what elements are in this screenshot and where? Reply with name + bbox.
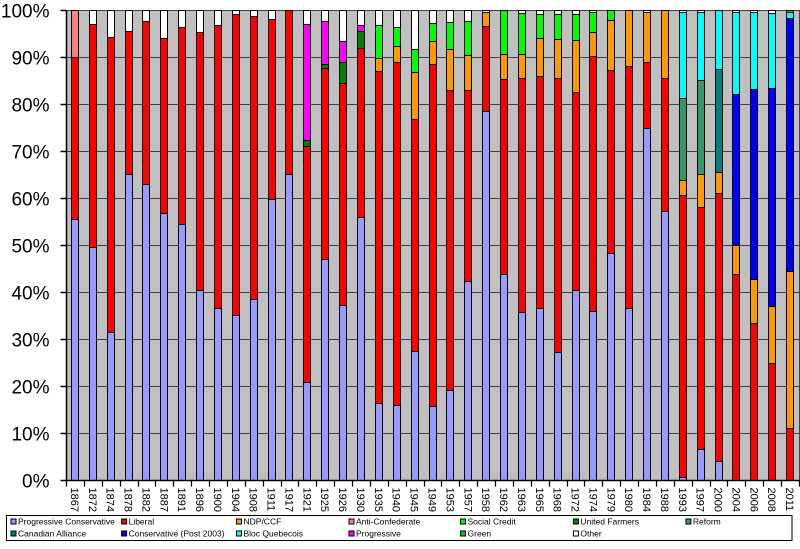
svg-text:20%: 20% (11, 377, 49, 398)
svg-text:1867: 1867 (68, 488, 80, 512)
svg-text:United Farmers: United Farmers (580, 517, 639, 527)
svg-text:Reform: Reform (693, 517, 721, 527)
svg-text:1887: 1887 (157, 488, 169, 512)
svg-text:1925: 1925 (318, 488, 330, 512)
svg-text:10%: 10% (11, 424, 49, 445)
svg-text:1908: 1908 (247, 488, 259, 512)
svg-text:Anti-Confederate: Anti-Confederate (356, 517, 421, 527)
svg-text:1984: 1984 (640, 488, 652, 512)
svg-text:1988: 1988 (658, 488, 670, 512)
svg-text:60%: 60% (11, 189, 49, 210)
svg-text:2008: 2008 (765, 488, 777, 512)
svg-text:1882: 1882 (139, 488, 151, 512)
svg-text:Social Credit: Social Credit (468, 517, 517, 527)
svg-text:90%: 90% (11, 48, 49, 69)
svg-text:Green: Green (468, 529, 492, 539)
svg-text:1900: 1900 (211, 488, 223, 512)
svg-text:1930: 1930 (354, 488, 366, 512)
svg-text:1917: 1917 (282, 488, 294, 512)
svg-text:1945: 1945 (408, 488, 420, 512)
svg-text:2011: 2011 (783, 488, 795, 512)
svg-text:100%: 100% (1, 1, 50, 22)
svg-text:1997: 1997 (694, 488, 706, 512)
svg-text:NDP/CCF: NDP/CCF (244, 517, 282, 527)
svg-text:Progressive Conservative: Progressive Conservative (18, 517, 115, 527)
svg-text:2004: 2004 (729, 488, 741, 512)
svg-text:0%: 0% (22, 471, 50, 492)
svg-text:1974: 1974 (586, 488, 598, 512)
svg-text:1963: 1963 (515, 488, 527, 512)
svg-text:2000: 2000 (712, 488, 724, 512)
svg-text:1962: 1962 (497, 488, 509, 512)
svg-text:1911: 1911 (265, 488, 277, 512)
svg-text:1921: 1921 (300, 488, 312, 512)
svg-text:Bloc Quebecois: Bloc Quebecois (244, 529, 304, 539)
svg-text:1926: 1926 (336, 488, 348, 512)
svg-text:1949: 1949 (426, 488, 438, 512)
svg-text:1979: 1979 (604, 488, 616, 512)
svg-text:1878: 1878 (122, 488, 134, 512)
svg-text:Conservative (Post 2003): Conservative (Post 2003) (129, 529, 225, 539)
svg-text:1957: 1957 (461, 488, 473, 512)
svg-text:1972: 1972 (569, 488, 581, 512)
svg-text:1968: 1968 (551, 488, 563, 512)
svg-text:1891: 1891 (175, 488, 187, 512)
svg-text:1958: 1958 (479, 488, 491, 512)
svg-text:Liberal: Liberal (129, 517, 155, 527)
svg-text:1993: 1993 (676, 488, 688, 512)
svg-text:30%: 30% (11, 330, 49, 351)
svg-text:1965: 1965 (533, 488, 545, 512)
svg-text:70%: 70% (11, 142, 49, 163)
svg-text:1904: 1904 (229, 488, 241, 512)
svg-text:1940: 1940 (390, 488, 402, 512)
svg-text:1896: 1896 (193, 488, 205, 512)
svg-text:Other: Other (580, 529, 601, 539)
svg-text:1872: 1872 (86, 488, 98, 512)
svg-text:40%: 40% (11, 283, 49, 304)
svg-text:1980: 1980 (622, 488, 634, 512)
svg-text:1874: 1874 (104, 488, 116, 512)
svg-text:Canadian Alliance: Canadian Alliance (18, 529, 86, 539)
svg-text:80%: 80% (11, 95, 49, 116)
svg-text:2006: 2006 (747, 488, 759, 512)
svg-text:1935: 1935 (372, 488, 384, 512)
svg-text:Progressive: Progressive (356, 529, 401, 539)
svg-text:1953: 1953 (443, 488, 455, 512)
svg-text:50%: 50% (11, 236, 49, 257)
